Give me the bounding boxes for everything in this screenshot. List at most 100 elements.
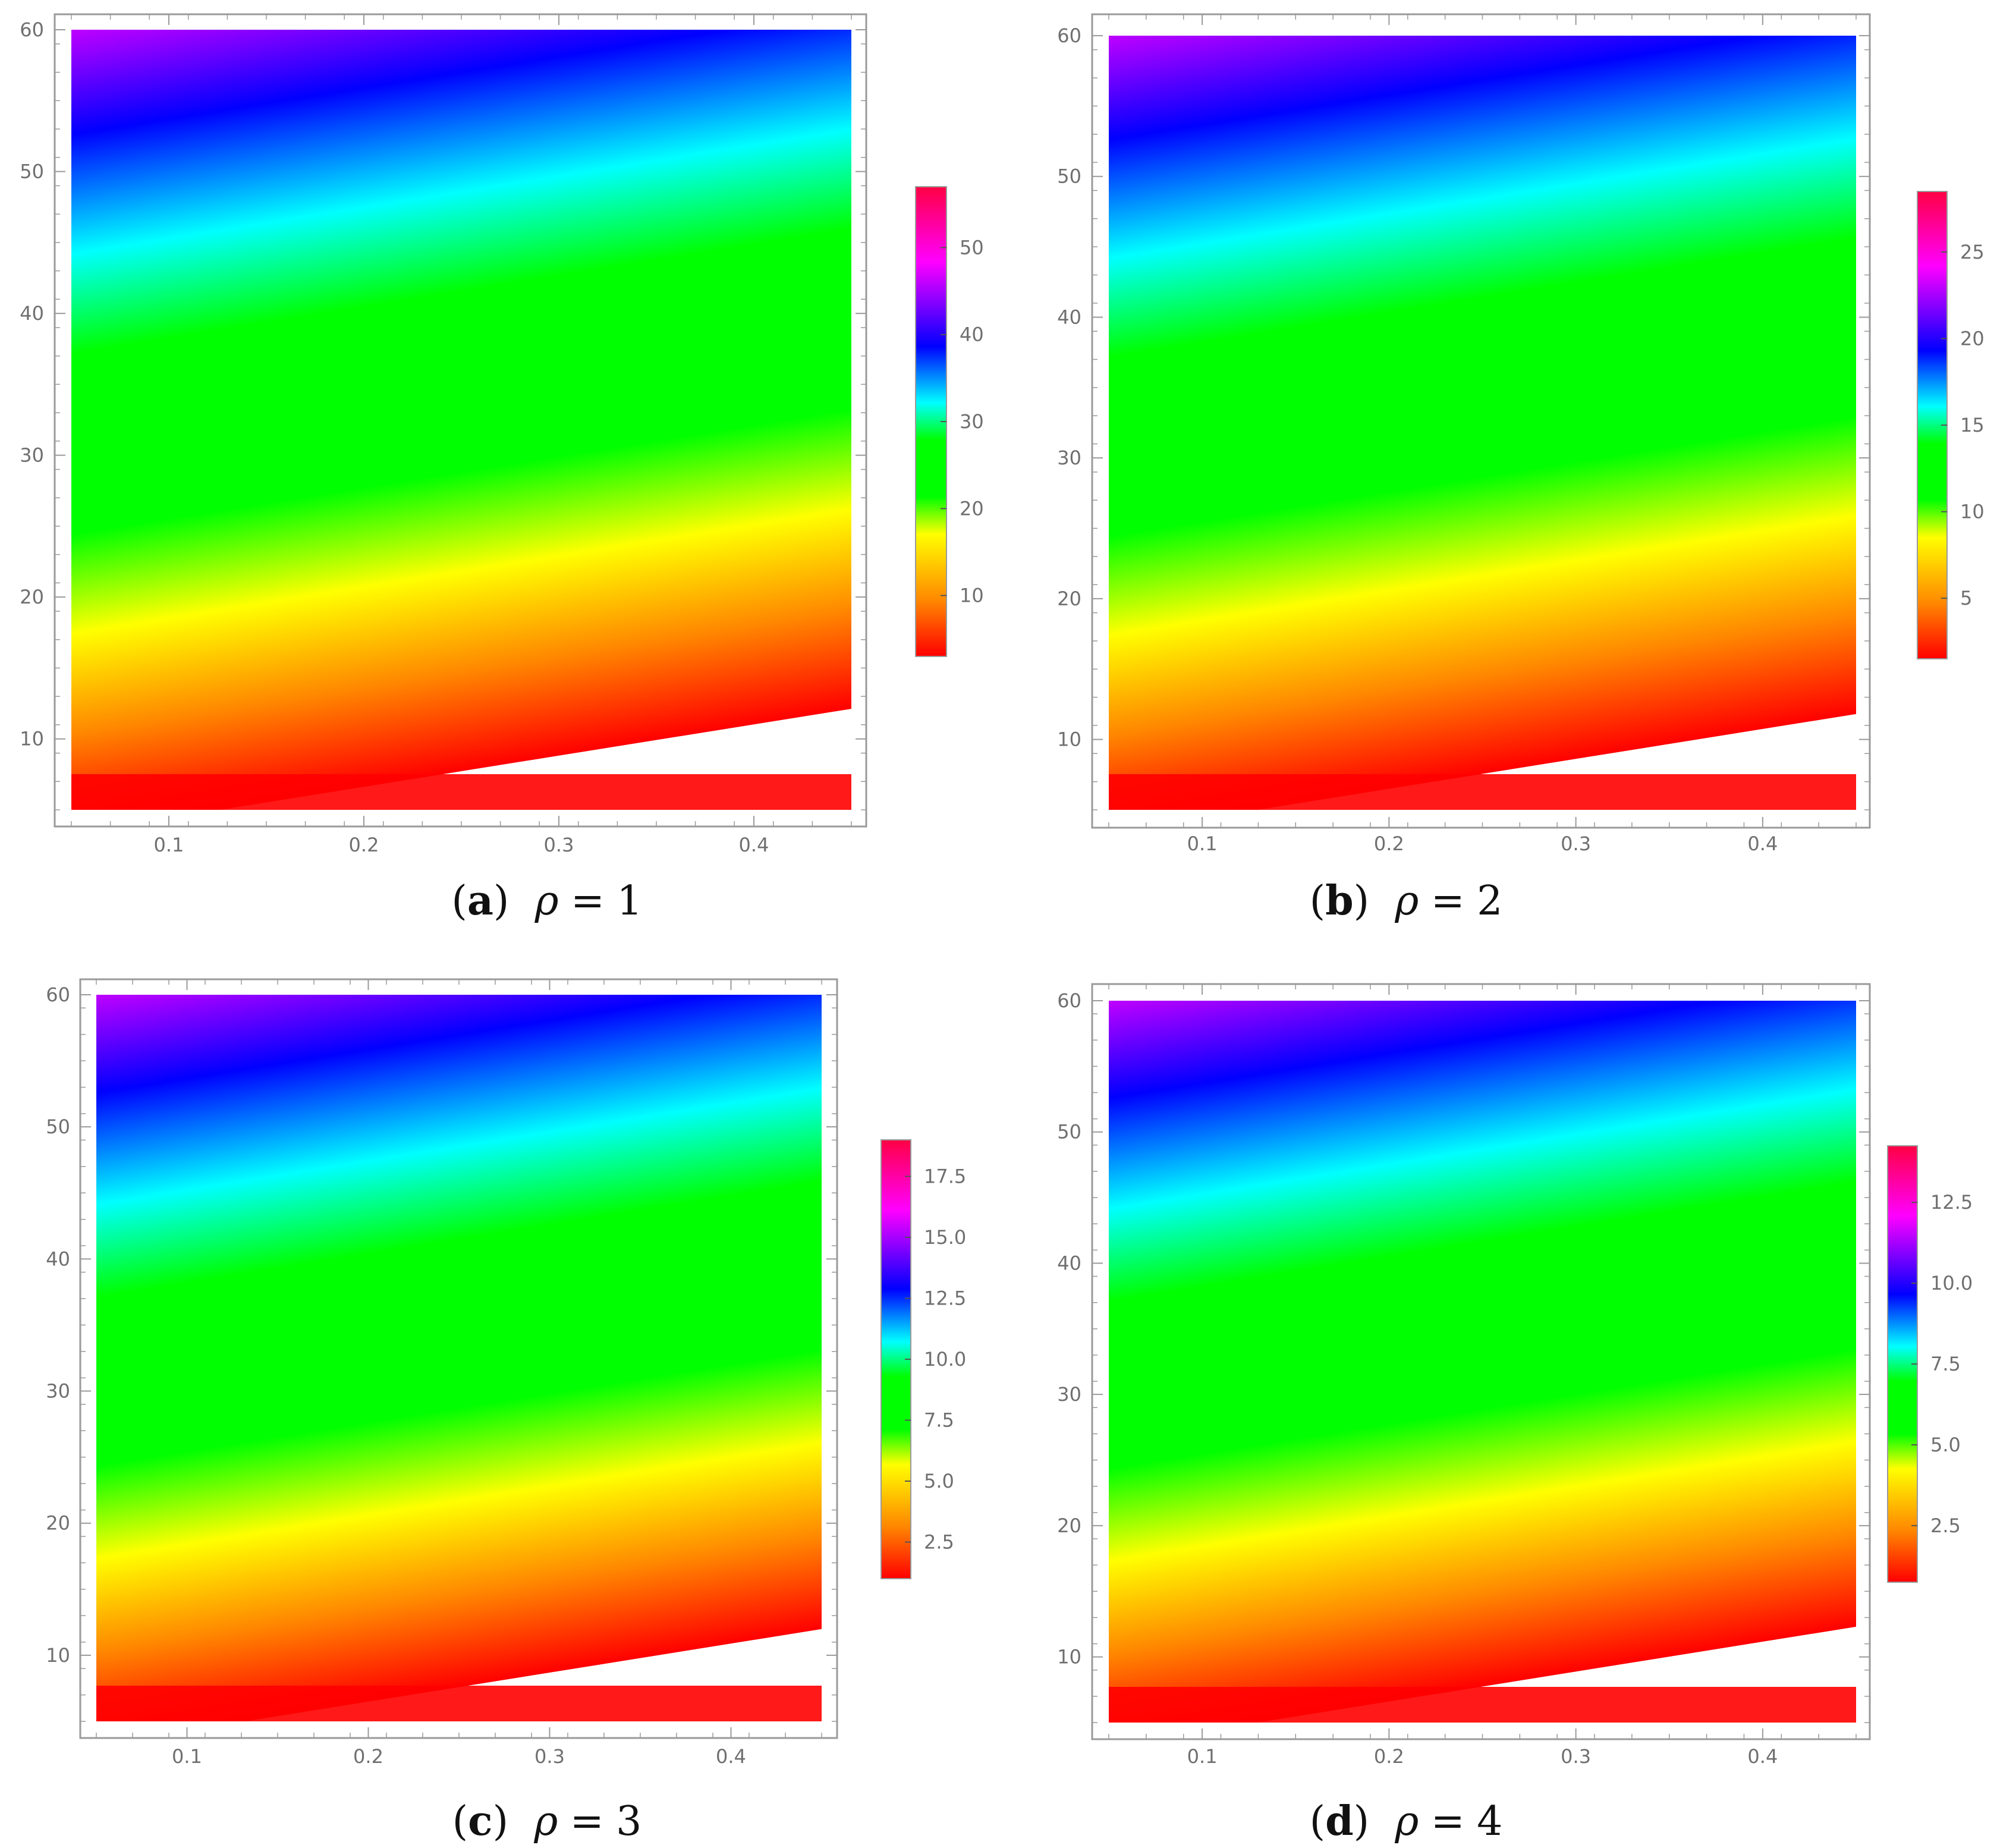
caption-equals: =: [570, 1798, 604, 1845]
caption-letter: a: [467, 877, 493, 925]
colorbar-tick-label: 50: [960, 236, 984, 259]
caption-equals: =: [1430, 1798, 1465, 1845]
density-gradient-d: [1109, 1001, 1856, 1723]
caption-variable: ρ: [1395, 878, 1419, 925]
y-tick-label: 40: [1057, 306, 1081, 328]
y-tick-label: 30: [46, 1380, 70, 1403]
y-tick-label: 10: [20, 728, 44, 750]
y-tick-label: 60: [1057, 24, 1081, 47]
x-tick-label: 0.2: [353, 1745, 383, 1768]
caption-equals: =: [1430, 878, 1465, 925]
caption-b: (b) ρ = 2: [1309, 877, 1503, 925]
caption-variable: ρ: [1395, 1798, 1419, 1845]
caption-a: (a) ρ = 1: [451, 877, 643, 925]
x-tick-label: 0.3: [544, 834, 574, 856]
y-tick-label: 50: [46, 1115, 70, 1138]
x-tick-label: 0.3: [534, 1745, 565, 1768]
y-tick-label: 60: [20, 18, 44, 41]
y-tick-label: 60: [1057, 989, 1081, 1012]
y-tick-label: 30: [1057, 447, 1081, 469]
colorbar-tick-label: 10.0: [924, 1348, 966, 1371]
density-field-d: [1109, 1001, 1856, 1723]
colorbar-tick-label: 10: [1960, 501, 1985, 523]
y-tick-label: 10: [46, 1644, 70, 1667]
x-tick-label: 0.4: [716, 1745, 746, 1768]
colorbar-tick-label: 5: [1960, 587, 1972, 609]
density-gradient-a: [71, 30, 851, 810]
colorbar-tick-label: 2.5: [1930, 1514, 1961, 1537]
y-tick-label: 10: [1057, 728, 1081, 751]
x-tick-label: 0.4: [1747, 1745, 1778, 1768]
colorbar-tick-label: 20: [960, 497, 984, 520]
density-gradient-b: [1109, 36, 1856, 810]
colorbar-tick-label: 20: [1960, 327, 1985, 350]
density-field-c: [96, 995, 822, 1721]
x-tick-label: 0.2: [1374, 1745, 1404, 1768]
caption-equals: =: [571, 878, 605, 925]
density-base-c: [96, 1686, 822, 1721]
caption-d: (d) ρ = 4: [1309, 1797, 1503, 1845]
colorbar-tick-label: 7.5: [924, 1409, 954, 1432]
plot-a: 0.1 0.2 0.3 0.4 10 20 30 40 50 60 10 20 30 40 50: [20, 13, 984, 856]
x-tick-label: 0.2: [1374, 832, 1404, 855]
x-tick-label: 0.4: [1747, 832, 1778, 855]
y-tick-label: 50: [20, 161, 44, 183]
y-tick-label: 10: [1057, 1646, 1081, 1668]
caption-variable: ρ: [534, 1798, 558, 1845]
colorbar-tick-label: 30: [960, 410, 984, 433]
density-base-a: [71, 774, 851, 810]
colorbar-tick-label: 10: [960, 584, 984, 607]
x-tick-label: 0.2: [349, 834, 379, 856]
colorbar-tick-label: 2.5: [924, 1531, 954, 1554]
colorbar-tick-label: 7.5: [1930, 1353, 1961, 1375]
caption-c: (c) ρ = 3: [452, 1797, 642, 1845]
plot-d: 0.1 0.2 0.3 0.4 10 20 30 40 50 60 2.5 5.0 7.5 10.0 12.…: [1057, 983, 1973, 1768]
colorbar-tick-label: 12.5: [1930, 1191, 1973, 1214]
caption-value: 1: [617, 878, 643, 925]
caption-value: 4: [1477, 1798, 1503, 1845]
density-field-a: [71, 30, 851, 810]
plot-b: 0.1 0.2 0.3 0.4 10 20 30 40 50 60 5 10 15 20 25: [1057, 13, 1985, 855]
colorbar-tick-label: 5.0: [924, 1470, 954, 1492]
y-tick-label: 50: [1057, 1121, 1081, 1143]
colorbar-tick-label: 40: [960, 323, 984, 346]
plot-c: 0.1 0.2 0.3 0.4 10 20 30 40 50 60 2.5 5.0 7.5 10.0 12.…: [46, 978, 966, 1768]
y-tick-label: 40: [1057, 1252, 1081, 1274]
colorbar-tick-label: 5.0: [1930, 1434, 1961, 1456]
caption-letter: b: [1325, 877, 1354, 925]
x-tick-label: 0.1: [154, 834, 184, 856]
colorbar-tick-label: 17.5: [924, 1165, 966, 1188]
caption-variable: ρ: [534, 878, 559, 925]
y-tick-label: 20: [1057, 587, 1081, 610]
y-tick-label: 20: [20, 586, 44, 608]
y-tick-label: 50: [1057, 165, 1081, 188]
x-tick-label: 0.3: [1561, 832, 1591, 855]
y-tick-label: 60: [46, 983, 70, 1006]
y-tick-label: 30: [1057, 1383, 1081, 1406]
panel-d: 0.1 0.2 0.3 0.4 10 20 30 40 50 60 2.5 5.0 7.5 10.0 12.…: [1037, 954, 1997, 1848]
density-base-d: [1109, 1687, 1856, 1723]
x-tick-label: 0.3: [1561, 1745, 1591, 1768]
x-tick-label: 0.1: [1187, 1745, 1218, 1768]
colorbar-tick-label: 12.5: [924, 1287, 966, 1310]
x-tick-label: 0.1: [1187, 832, 1218, 855]
y-tick-label: 20: [1057, 1514, 1081, 1537]
colorbar-tick-label: 15: [1960, 414, 1985, 436]
y-tick-label: 20: [46, 1512, 70, 1535]
y-tick-label: 40: [20, 302, 44, 325]
density-gradient-c: [96, 995, 822, 1721]
x-tick-label: 0.1: [172, 1745, 202, 1768]
colorbar-tick-label: 15.0: [924, 1226, 966, 1249]
panel-b: 0.1 0.2 0.3 0.4 10 20 30 40 50 60 5 10 15 20 25 (b) ρ =…: [1037, 0, 1997, 939]
colorbar-tick-label: 25: [1960, 241, 1985, 263]
caption-value: 2: [1477, 878, 1503, 925]
colorbar-c: [880, 1139, 911, 1579]
panel-a: 0.1 0.2 0.3 0.4 10 20 30 40 50 60 10 20 30 40 50 (a) ρ…: [0, 0, 999, 939]
caption-letter: c: [468, 1797, 493, 1845]
panel-c: 0.1 0.2 0.3 0.4 10 20 30 40 50 60 2.5 5.0 7.5 10.0 12.…: [0, 954, 999, 1848]
density-field-b: [1109, 36, 1856, 810]
density-base-b: [1109, 774, 1856, 810]
x-tick-label: 0.4: [739, 834, 769, 856]
y-tick-label: 30: [20, 444, 44, 467]
caption-letter: d: [1325, 1797, 1354, 1845]
